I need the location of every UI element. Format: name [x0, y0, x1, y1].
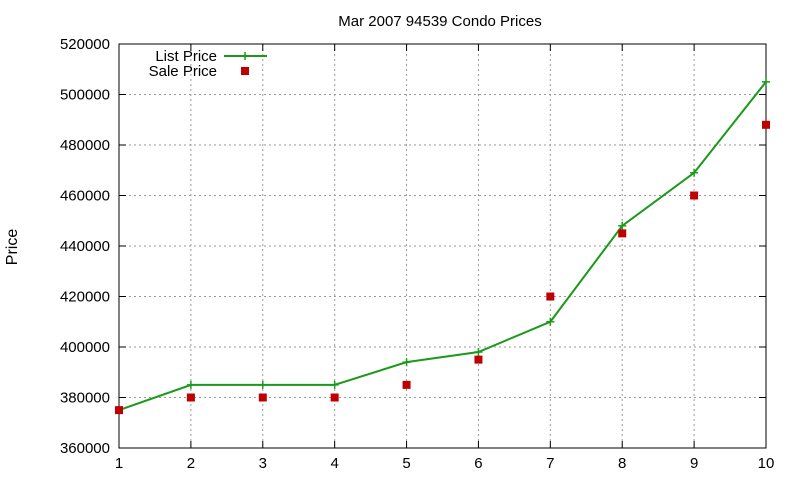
y-tick-label: 420000 — [60, 289, 110, 306]
y-tick-label: 480000 — [60, 137, 110, 154]
sale-price-point — [402, 380, 411, 389]
x-tick-label: 1 — [115, 455, 123, 472]
list-price-point — [258, 380, 267, 389]
list-price-point — [618, 221, 627, 230]
x-tick-label: 8 — [618, 455, 626, 472]
list-price-line — [118, 81, 767, 412]
sale-price-point — [258, 393, 267, 402]
list-price-point — [546, 317, 555, 326]
y-tick-label: 520000 — [60, 36, 110, 53]
legend-sale-price-label: Sale Price — [149, 63, 217, 80]
legend-list-price-label: List Price — [155, 48, 217, 65]
sale-price-point — [690, 191, 699, 200]
x-tick-label: 9 — [690, 455, 698, 472]
sale-price-point — [115, 406, 123, 415]
gridlines — [119, 44, 766, 448]
legend-list-price-marker — [241, 52, 249, 60]
sale-price-point — [330, 393, 339, 402]
y-tick-label: 440000 — [60, 238, 110, 255]
list-price-point — [330, 380, 339, 389]
y-axis-label: Price — [4, 229, 21, 266]
x-tick-label: 10 — [758, 455, 775, 472]
x-tick-label: 4 — [330, 455, 338, 472]
list-price-point — [402, 358, 411, 367]
x-tick-label: 6 — [474, 455, 482, 472]
y-tick-label: 380000 — [60, 390, 110, 407]
y-tick-label: 500000 — [60, 87, 110, 104]
sale-price-point — [618, 229, 627, 238]
y-tick-label: 360000 — [60, 440, 110, 457]
list-price-point — [690, 168, 699, 177]
x-axis-tick-labels: 1 2 3 4 5 6 7 8 9 10 — [115, 455, 775, 472]
chart-title: Mar 2007 94539 Condo Prices — [338, 13, 541, 30]
x-tick-label: 5 — [402, 455, 410, 472]
y-tick-label: 460000 — [60, 188, 110, 205]
list-price-point — [762, 77, 770, 86]
sale-price-point — [474, 355, 483, 364]
x-tick-label: 7 — [546, 455, 554, 472]
x-tick-label: 3 — [259, 455, 267, 472]
list-price-point — [474, 348, 483, 357]
data-series — [115, 77, 770, 415]
legend-sale-price-marker — [241, 67, 249, 75]
list-price-point — [186, 380, 195, 389]
sale-price-point — [186, 393, 195, 402]
x-tick-label: 2 — [187, 455, 195, 472]
sale-price-point — [762, 120, 770, 129]
y-axis-tick-labels: 360000 380000 400000 420000 440000 460000 4800… — [60, 36, 110, 457]
legend: List Price Sale Price — [149, 48, 267, 80]
sale-price-point — [546, 292, 555, 301]
axis-ticks — [118, 43, 767, 449]
y-tick-label: 400000 — [60, 339, 110, 356]
plot-area-frame — [118, 43, 767, 449]
